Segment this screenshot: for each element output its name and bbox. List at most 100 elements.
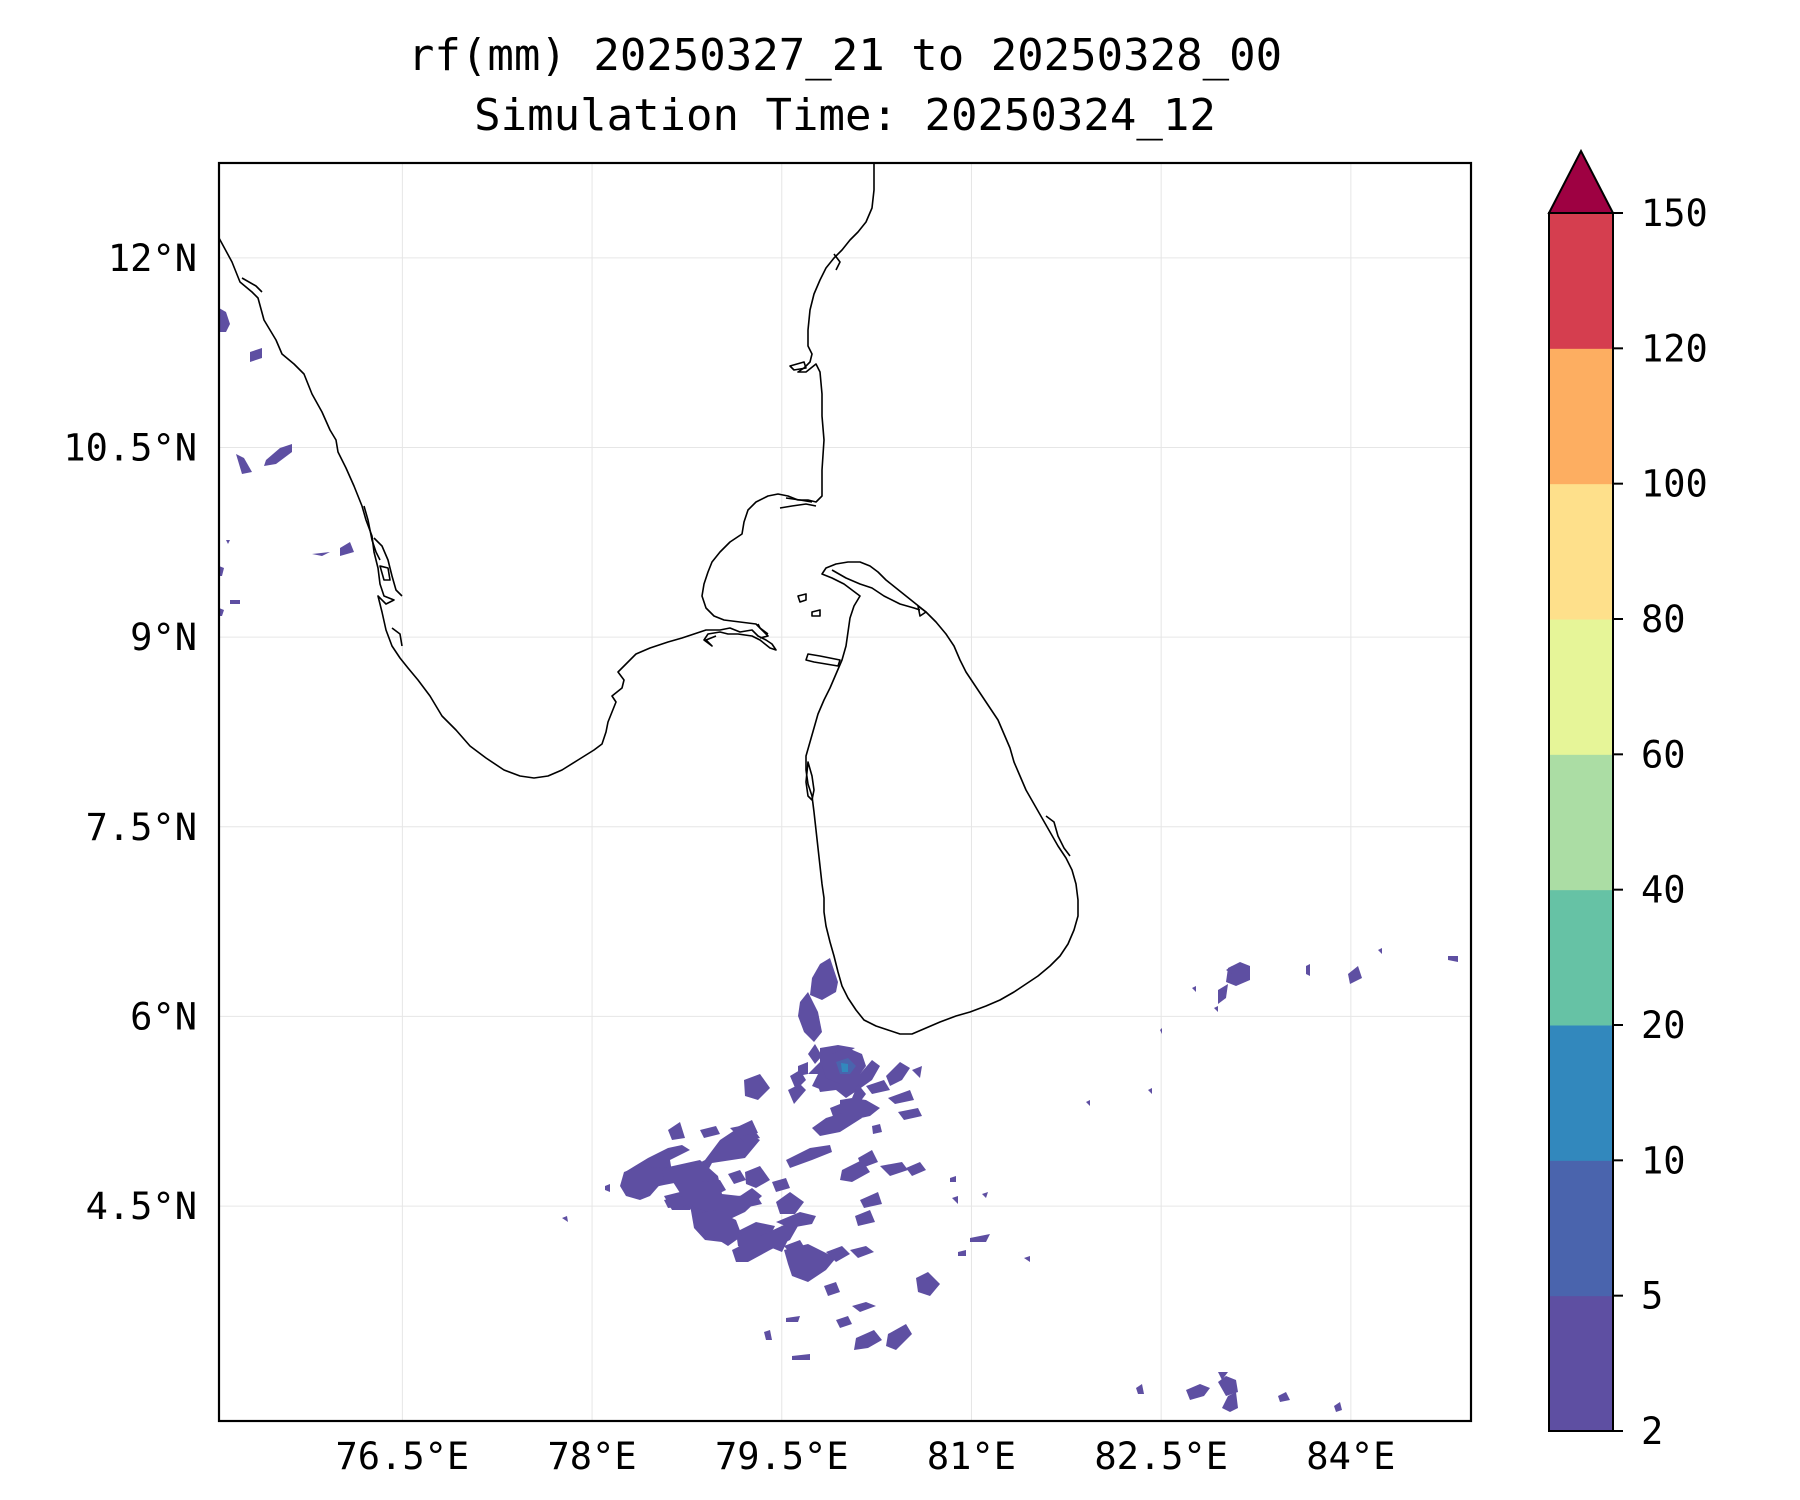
colorbar-segment	[1549, 213, 1613, 349]
rain-cell	[810, 958, 838, 1000]
y-tick-label: 6°N	[130, 995, 197, 1038]
rain-cell	[1024, 1256, 1030, 1262]
rain-cell	[694, 1210, 742, 1246]
rain-cell	[855, 1210, 875, 1226]
rain-cell	[1148, 1088, 1152, 1094]
rain-cell	[982, 1192, 988, 1198]
rain-cell	[786, 1145, 832, 1168]
rain-cell	[792, 1354, 810, 1360]
rain-cell	[872, 1124, 882, 1134]
rain-cell	[1278, 1392, 1290, 1402]
rain-cell	[664, 1196, 686, 1208]
rain-cell	[620, 1166, 664, 1200]
karnataka-islet	[241, 277, 263, 293]
x-tick-label: 76.5°E	[336, 1435, 470, 1478]
map-title: rf(mm) 20250327_21 to 20250328_00	[407, 30, 1283, 81]
y-tick-label: 7.5°N	[86, 806, 197, 849]
colorbar: 2 5 10 20 40 60 80 100 120 150	[1547, 148, 1708, 1453]
rain-cell	[912, 1066, 922, 1078]
rain-cell	[860, 1192, 882, 1208]
rain-cell	[1334, 1402, 1342, 1412]
rain-cell	[1222, 1392, 1238, 1412]
colorbar-segment	[1549, 889, 1613, 1026]
rain-cell	[1214, 1006, 1218, 1012]
colorbar-label: 2	[1641, 1410, 1663, 1453]
rain-cell	[1186, 1384, 1210, 1400]
colorbar-label: 150	[1641, 192, 1708, 235]
x-tick-label: 82.5°E	[1094, 1435, 1228, 1478]
rain-cell	[1226, 966, 1232, 974]
nainativu-island	[811, 609, 821, 617]
india-coastline	[219, 237, 777, 779]
rain-cell	[1218, 1372, 1228, 1380]
rain-cell	[250, 348, 262, 362]
rain-cell	[1448, 956, 1458, 962]
rain-cell	[732, 1224, 798, 1262]
y-tick-label: 10.5°N	[63, 426, 197, 469]
rain-cell	[1378, 948, 1382, 954]
rain-cell	[562, 1216, 568, 1222]
gridlines	[219, 163, 1471, 1421]
colorbar-extend-arrow	[1547, 148, 1615, 214]
rain-cell	[852, 1084, 866, 1102]
rain-cell	[776, 1192, 804, 1214]
rain-cell	[312, 552, 330, 556]
rain-cell	[264, 444, 292, 466]
rain-cell	[700, 1126, 720, 1138]
rain-cell	[970, 1234, 990, 1242]
rain-cell	[340, 542, 354, 556]
rain-cell	[772, 1178, 790, 1192]
rainfall-contours	[219, 308, 1458, 1412]
kerala-backwater	[363, 505, 381, 561]
rain-cell	[852, 1302, 876, 1312]
rain-cell	[958, 1250, 966, 1256]
rain-cell	[668, 1122, 685, 1140]
rain-cell	[1226, 962, 1250, 986]
rain-cell	[1136, 1384, 1144, 1394]
puttalam-lagoon	[805, 761, 815, 801]
rain-cell	[1348, 966, 1362, 984]
colorbar-label: 5	[1641, 1275, 1663, 1318]
rain-cell	[744, 1074, 770, 1100]
palk-bay-islet	[789, 361, 807, 371]
rain-cell	[226, 540, 230, 544]
rain-cell	[826, 1246, 850, 1262]
rain-cell	[219, 608, 224, 616]
rain-cell	[798, 992, 822, 1042]
colorbar-label: 80	[1641, 598, 1686, 641]
mannar-island	[805, 653, 841, 667]
rain-cell	[808, 1044, 822, 1064]
rain-cell	[219, 308, 230, 332]
batticaloa-lagoon	[1045, 815, 1071, 857]
rain-cell	[788, 1084, 806, 1104]
rain-cell	[764, 1330, 772, 1340]
colorbar-segment	[1549, 1160, 1613, 1297]
adams-bridge	[779, 503, 817, 509]
vembanad-lake	[373, 537, 403, 597]
rain-cell	[854, 1330, 882, 1350]
y-tick-label: 12°N	[108, 237, 197, 280]
rain-cell	[841, 1063, 848, 1072]
colorbar-label: 10	[1641, 1139, 1686, 1182]
rain-cell	[1306, 964, 1310, 976]
rain-cell	[1218, 1376, 1238, 1396]
map-subtitle: Simulation Time: 20250324_12	[474, 90, 1216, 141]
jaffna-lagoon	[831, 569, 921, 611]
mannar-coastline	[757, 623, 769, 635]
pulicat-lake	[833, 253, 841, 271]
rain-cell	[824, 1282, 840, 1296]
rain-cell	[840, 1098, 880, 1120]
india-east-coastline	[701, 163, 875, 639]
delft-island	[797, 593, 807, 603]
rain-cell	[850, 1246, 874, 1258]
colorbar-label: 40	[1641, 869, 1686, 912]
x-tick-label: 78°E	[548, 1435, 637, 1478]
rain-cell	[745, 1166, 770, 1188]
x-axis-ticks: 76.5°E 78°E 79.5°E 81°E 82.5°E 84°E	[336, 1435, 1396, 1478]
rain-cell	[950, 1176, 956, 1182]
colorbar-label: 60	[1641, 733, 1686, 776]
rain-cell	[728, 1170, 746, 1184]
kayamkulam-lake	[391, 627, 403, 647]
rain-cell	[738, 1194, 762, 1208]
